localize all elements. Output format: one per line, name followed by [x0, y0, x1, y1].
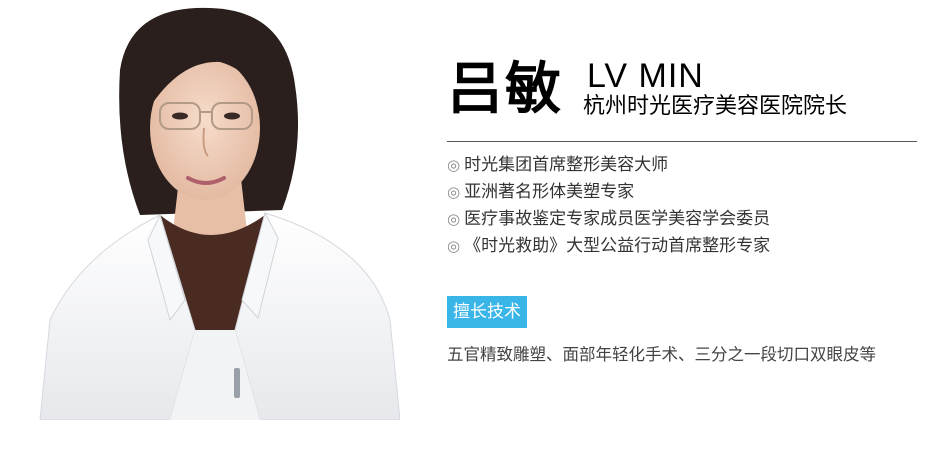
- bullet-icon: ◎: [447, 183, 461, 201]
- doctor-position: 杭州时光医疗美容医院院长: [583, 94, 848, 119]
- title-text: 亚洲著名形体美塑专家: [464, 182, 635, 202]
- title-text: 《时光救助》大型公益行动首席整形专家: [464, 236, 771, 256]
- title-item: ◎ 《时光救助》大型公益行动首席整形专家: [447, 233, 770, 260]
- doctor-name: 吕敏: [447, 57, 563, 122]
- title-text: 时光集团首席整形美容大师: [464, 155, 669, 175]
- bullet-icon: ◎: [447, 156, 461, 174]
- title-text: 医疗事故鉴定专家成员医学美容学会委员: [464, 209, 771, 229]
- specialty-badge: 擅长技术: [447, 296, 527, 328]
- doctor-portrait: [39, 7, 400, 420]
- divider: [447, 141, 917, 142]
- title-item: ◎ 医疗事故鉴定专家成员医学美容学会委员: [447, 206, 770, 233]
- specialty-text: 五官精致雕塑、面部年轻化手术、三分之一段切口双眼皮等: [447, 345, 876, 364]
- title-item: ◎ 亚洲著名形体美塑专家: [447, 179, 770, 206]
- bullet-icon: ◎: [447, 237, 461, 255]
- title-item: ◎ 时光集团首席整形美容大师: [447, 152, 770, 179]
- bullet-icon: ◎: [447, 210, 461, 228]
- titles-list: ◎ 时光集团首席整形美容大师 ◎ 亚洲著名形体美塑专家 ◎ 医疗事故鉴定专家成员…: [447, 152, 770, 260]
- doctor-english-name: LV MIN: [587, 57, 704, 95]
